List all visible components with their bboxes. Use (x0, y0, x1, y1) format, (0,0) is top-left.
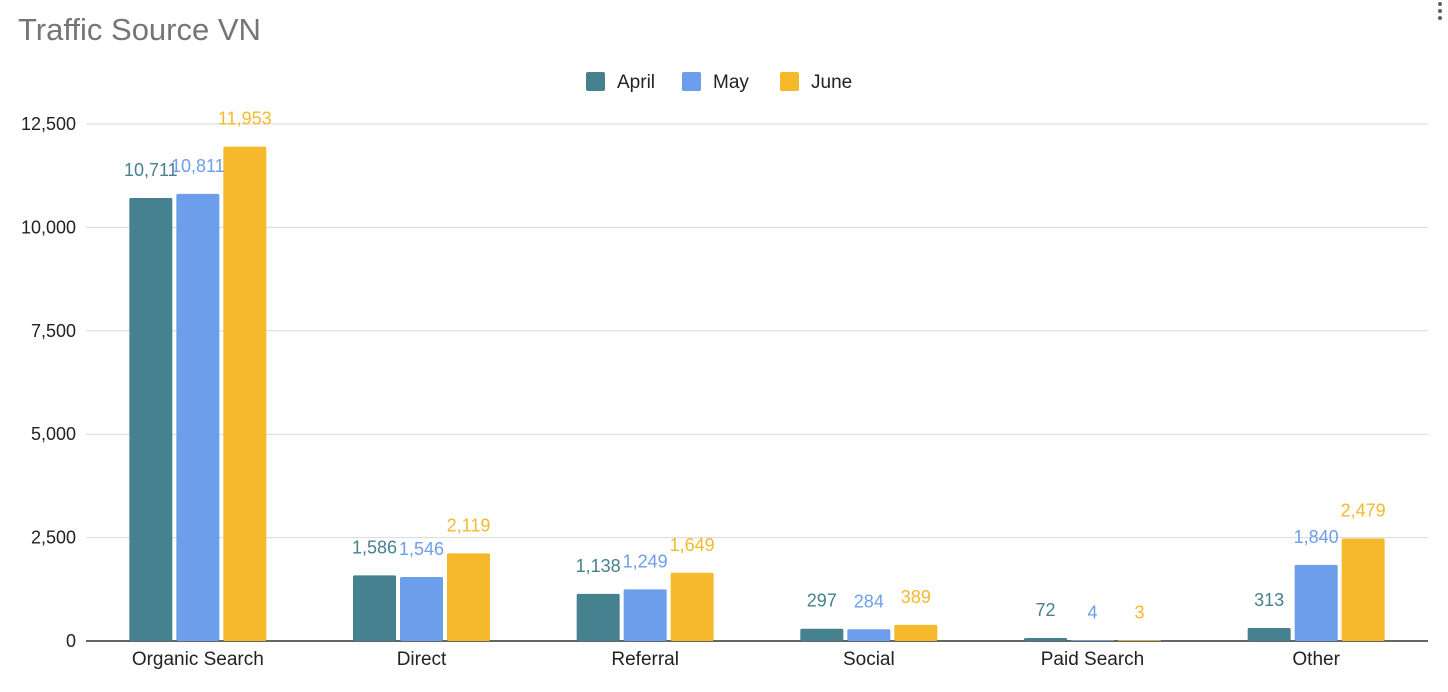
data-label: 1,649 (670, 535, 715, 555)
bar[interactable] (623, 589, 667, 641)
data-label: 3 (1134, 602, 1144, 622)
bar[interactable] (176, 193, 220, 641)
bar[interactable] (447, 553, 490, 641)
bar[interactable] (1118, 640, 1161, 641)
bar[interactable] (1247, 628, 1291, 641)
bar[interactable] (800, 628, 844, 641)
x-axis-categories: Organic Search Direct Referral Social Paid S… (132, 649, 1341, 670)
x-category-label: Other (1292, 649, 1340, 670)
legend-swatch (682, 72, 701, 91)
data-label: 1,840 (1294, 527, 1339, 547)
legend-swatch (586, 72, 605, 91)
data-label: 284 (854, 591, 884, 611)
more-options-icon[interactable] (1436, 2, 1444, 26)
y-axis-ticks: 0 2,500 5,000 7,500 10,000 12,500 (21, 114, 76, 651)
legend-swatch (780, 72, 799, 91)
gridlines (86, 123, 1428, 642)
data-label: 1,586 (352, 537, 397, 557)
bar[interactable] (1024, 638, 1067, 641)
bar[interactable] (670, 572, 714, 641)
x-category-label: Social (843, 649, 895, 670)
data-label: 10,711 (124, 160, 178, 180)
bar[interactable] (223, 146, 267, 642)
y-tick-label: 0 (66, 631, 76, 651)
data-label: 1,546 (399, 539, 444, 559)
bar[interactable] (353, 575, 396, 641)
bar[interactable] (400, 577, 443, 641)
x-category-label: Organic Search (132, 649, 264, 670)
data-label: 297 (807, 591, 837, 611)
bar[interactable] (1294, 564, 1338, 641)
bar[interactable] (1341, 538, 1385, 641)
x-category-label: Direct (397, 649, 447, 670)
legend-label: June (811, 72, 852, 93)
y-tick-label: 10,000 (21, 217, 76, 237)
data-label: 2,119 (447, 515, 491, 535)
data-label: 72 (1035, 600, 1055, 620)
data-label: 10,811 (171, 156, 225, 176)
y-tick-label: 7,500 (31, 321, 76, 341)
y-tick-label: 5,000 (31, 424, 76, 444)
data-label: 2,479 (1341, 500, 1386, 520)
data-label: 313 (1254, 590, 1284, 610)
y-tick-label: 12,500 (21, 114, 76, 134)
legend-label: May (713, 72, 749, 93)
legend: April May June (586, 72, 852, 93)
data-label: 389 (901, 587, 931, 607)
bar[interactable] (894, 624, 938, 641)
x-category-label: Referral (611, 649, 679, 670)
bar[interactable] (576, 593, 620, 641)
x-category-label: Paid Search (1041, 649, 1145, 670)
data-label: 1,138 (576, 556, 621, 576)
data-label: 1,249 (623, 551, 668, 571)
bar[interactable] (1071, 640, 1114, 641)
bar[interactable] (847, 629, 891, 641)
data-label: 4 (1087, 602, 1097, 622)
bars (129, 146, 1385, 642)
bar[interactable] (129, 197, 173, 641)
legend-label: April (617, 72, 655, 93)
data-label: 11,953 (218, 109, 272, 129)
chart-title: Traffic Source VN (18, 12, 261, 47)
y-tick-label: 2,500 (31, 528, 76, 548)
